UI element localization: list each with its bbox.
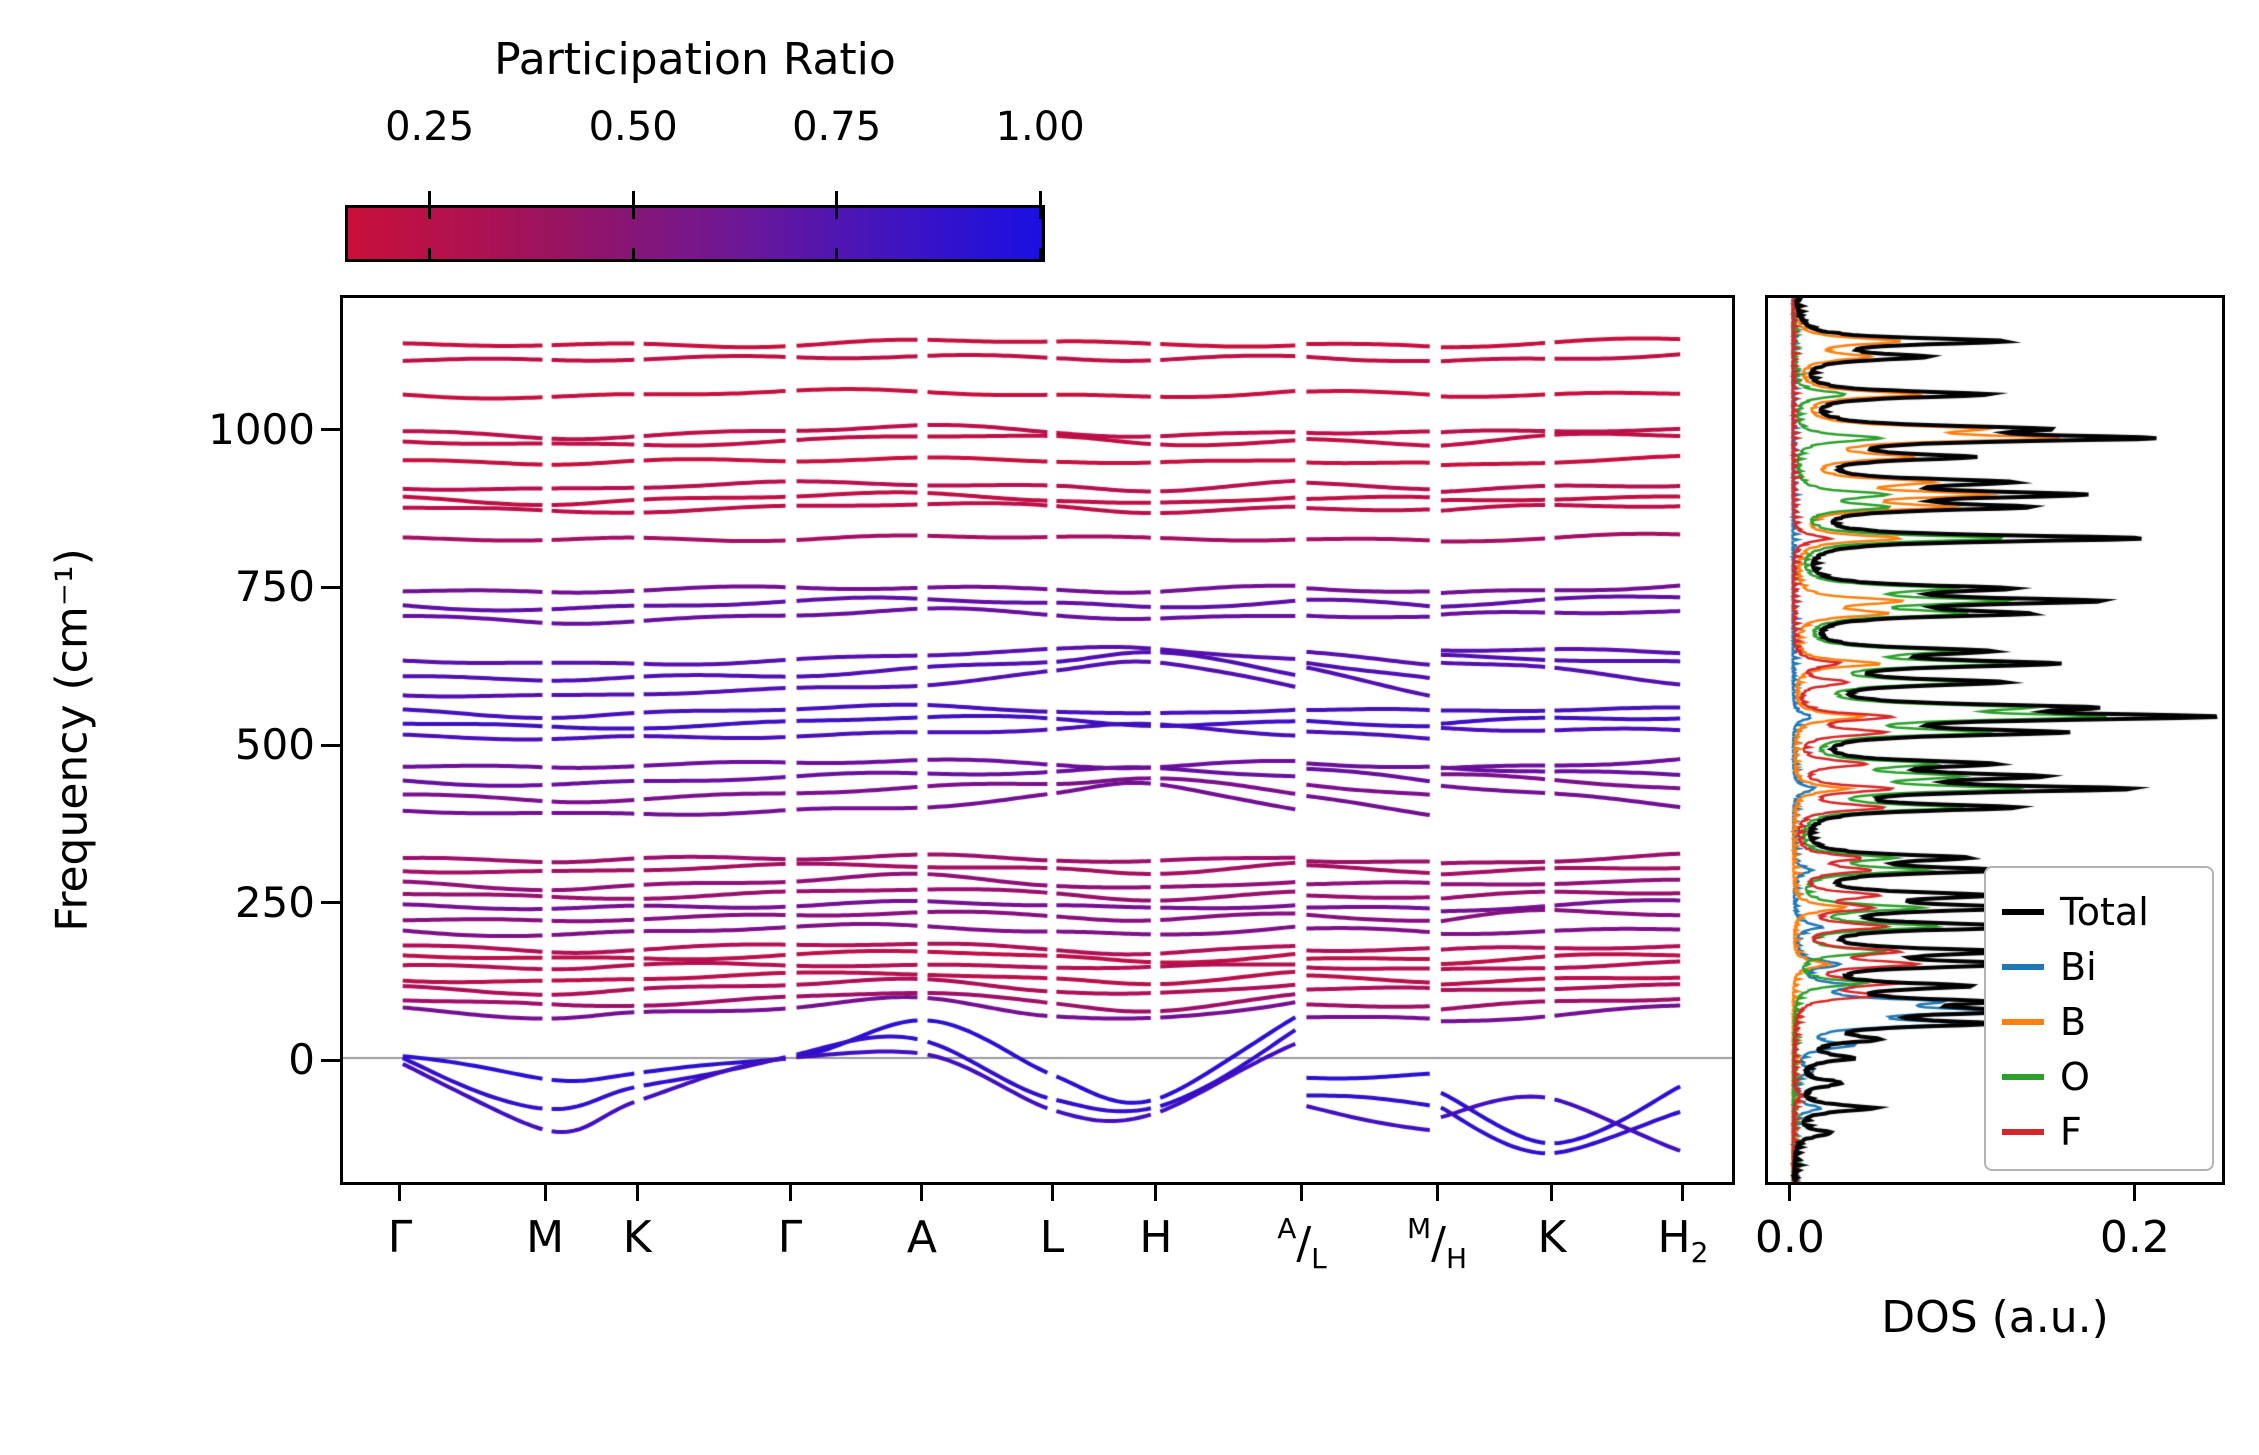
legend-swatch-b: [2002, 1018, 2044, 1025]
kpoint-tick-mark: [635, 1185, 639, 1201]
frequency-tick-mark: [321, 428, 340, 432]
colorbar-tick-mark: [631, 191, 635, 219]
kpoint-label: K: [1537, 1212, 1567, 1263]
frequency-tick-label: 500: [234, 720, 315, 770]
kpoint-label: L: [1039, 1212, 1065, 1263]
colorbar-title: Participation Ratio: [494, 34, 896, 85]
kpoint-sub: 2: [1690, 1236, 1709, 1269]
frequency-tick-label: 0: [288, 1035, 315, 1085]
colorbar-tick-mark: [428, 248, 432, 262]
colorbar: [345, 205, 1045, 262]
dos-axis-label: DOS (a.u.): [1881, 1292, 2109, 1343]
legend-entry: B: [2002, 994, 2202, 1049]
kpoint-sup: M: [1406, 1212, 1432, 1245]
legend-entry: Bi: [2002, 939, 2202, 994]
colorbar-tick-label: 0.75: [792, 104, 882, 150]
colorbar-tick-mark: [1038, 191, 1042, 219]
colorbar-tick-mark: [428, 191, 432, 219]
dos-legend: Total Bi B O F: [1984, 866, 2214, 1171]
kpoint-label: M/H: [1406, 1212, 1468, 1275]
band-structure-canvas: [343, 298, 1732, 1182]
kpoint-sub: L: [1311, 1242, 1327, 1275]
kpoint-tick-mark: [788, 1185, 792, 1201]
kpoint-tick-mark: [1435, 1185, 1439, 1201]
frequency-tick-mark: [321, 743, 340, 747]
kpoint-tick-mark: [398, 1185, 402, 1201]
kpoint-tick-mark: [1681, 1185, 1685, 1201]
kpoint-label: A: [906, 1212, 938, 1263]
legend-label: O: [2060, 1054, 2090, 1099]
colorbar-tick-label: 0.25: [385, 104, 475, 150]
dos-tick-label: 0.2: [2099, 1212, 2170, 1263]
kpoint-sub: H: [1445, 1242, 1468, 1275]
band-structure-panel: [340, 295, 1735, 1185]
kpoint-label: M: [526, 1212, 565, 1263]
legend-swatch-o: [2002, 1073, 2044, 1080]
kpoint-label: Γ: [777, 1212, 803, 1263]
legend-label: B: [2060, 999, 2087, 1044]
colorbar-tick-mark: [631, 248, 635, 262]
dos-tick-mark: [1788, 1185, 1792, 1201]
dos-panel: Total Bi B O F: [1765, 295, 2225, 1185]
colorbar-tick-mark: [835, 191, 839, 219]
legend-label: Total: [2060, 889, 2149, 934]
frequency-tick-mark: [321, 901, 340, 905]
kpoint-tick-mark: [920, 1185, 924, 1201]
frequency-tick-label: 750: [234, 562, 315, 612]
kpoint-label: Γ: [387, 1212, 413, 1263]
colorbar-tick-mark: [1038, 248, 1042, 262]
kpoint-tick-mark: [1550, 1185, 1554, 1201]
legend-swatch-bi: [2002, 963, 2044, 970]
colorbar-tick-mark: [835, 248, 839, 262]
legend-entry: Total: [2002, 884, 2202, 939]
dos-tick-label: 0.0: [1754, 1212, 1825, 1263]
legend-swatch-f: [2002, 1128, 2044, 1135]
kpoint-label: H: [1139, 1212, 1173, 1263]
kpoint-tick-mark: [1300, 1185, 1304, 1201]
legend-entry: F: [2002, 1104, 2202, 1159]
kpoint-tick-mark: [1050, 1185, 1054, 1201]
kpoint-label: A/L: [1277, 1212, 1327, 1275]
frequency-tick-label: 1000: [208, 404, 315, 454]
colorbar-tick-label: 1.00: [995, 104, 1085, 150]
dos-tick-mark: [2133, 1185, 2137, 1201]
frequency-tick-mark: [321, 585, 340, 589]
kpoint-label: K: [622, 1212, 652, 1263]
kpoint-sup: A: [1277, 1212, 1297, 1245]
kpoint-tick-mark: [543, 1185, 547, 1201]
kpoint-tick-mark: [1154, 1185, 1158, 1201]
legend-label: Bi: [2060, 944, 2097, 989]
frequency-tick-label: 250: [234, 877, 315, 927]
colorbar-gradient: [348, 208, 1042, 259]
frequency-tick-mark: [321, 1058, 340, 1062]
colorbar-tick-label: 0.50: [588, 104, 678, 150]
legend-entry: O: [2002, 1049, 2202, 1104]
legend-label: F: [2060, 1109, 2082, 1154]
kpoint-label: H2: [1657, 1212, 1709, 1269]
legend-swatch-total: [2002, 908, 2044, 915]
frequency-axis-label: Frequency (cm⁻¹): [46, 548, 98, 932]
